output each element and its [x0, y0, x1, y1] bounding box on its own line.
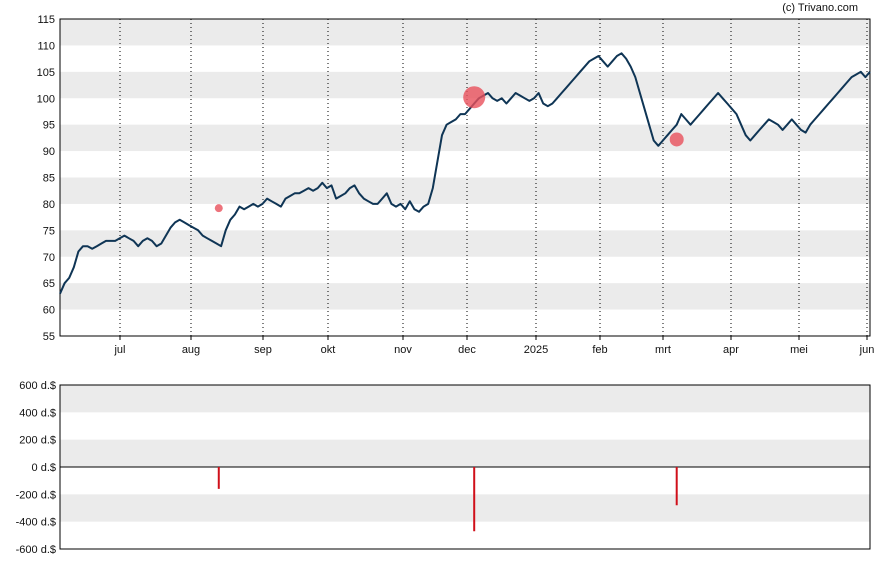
x-tick-label: nov: [394, 344, 412, 356]
trade-marker: [669, 132, 684, 147]
trade-y-tick-label: -600 d.$: [16, 544, 56, 556]
price-band: [60, 124, 870, 152]
trade-y-tick-label: 600 d.$: [19, 380, 56, 392]
trade-y-tick-label: 0 d.$: [32, 462, 56, 474]
y-tick-label: 95: [43, 120, 55, 132]
trade-chart: 600 d.$ 400 d.$ 200 d.$ 0 d.$ -200 d.$ -400 d…: [16, 380, 871, 556]
price-band: [60, 230, 870, 257]
x-tick-label: dec: [458, 344, 476, 356]
x-tick-label: mrt: [655, 344, 671, 356]
y-tick-label: 85: [43, 173, 55, 185]
x-tick-label: apr: [723, 344, 739, 356]
x-tick-label: jun: [859, 344, 875, 356]
y-tick-label: 105: [37, 67, 55, 79]
y-tick-label: 70: [43, 252, 55, 264]
trade-y-tick-label: -400 d.$: [16, 517, 56, 529]
price-band: [60, 19, 870, 46]
y-tick-label: 100: [37, 93, 55, 105]
y-tick-label: 80: [43, 199, 55, 211]
y-tick-label: 90: [43, 146, 55, 158]
price-band: [60, 177, 870, 204]
x-tick-label: jul: [113, 344, 125, 356]
price-line: [59, 52, 871, 295]
trade-y-tick-label: 200 d.$: [19, 435, 56, 447]
y-tick-label: 55: [43, 331, 55, 343]
x-tick-label: aug: [182, 344, 200, 356]
x-tick-label: mei: [790, 344, 808, 356]
y-tick-label: 115: [37, 14, 55, 26]
x-tick-label: sep: [254, 344, 272, 356]
price-chart: 55 60 65 70 75 80 85 90 95 100 105 110 115 jul aug sep o…: [37, 14, 875, 356]
trade-marker: [214, 204, 223, 213]
y-tick-label: 60: [43, 305, 55, 317]
trade-y-tick-label: -200 d.$: [16, 489, 56, 501]
trade-band: [60, 494, 870, 522]
trade-band: [60, 439, 870, 467]
y-tick-label: 75: [43, 225, 55, 237]
trade-band: [60, 385, 870, 413]
price-band: [60, 283, 870, 310]
price-frame: [59, 18, 871, 337]
trade-marker: [463, 86, 486, 109]
y-tick-label: 110: [37, 40, 55, 52]
x-tick-label: okt: [321, 344, 336, 356]
y-tick-label: 65: [43, 278, 55, 290]
trade-y-tick-label: 400 d.$: [19, 407, 56, 419]
x-tick-label: feb: [592, 344, 607, 356]
x-tick-label: 2025: [524, 344, 548, 356]
copyright-label: (c) Trivano.com: [782, 2, 858, 14]
